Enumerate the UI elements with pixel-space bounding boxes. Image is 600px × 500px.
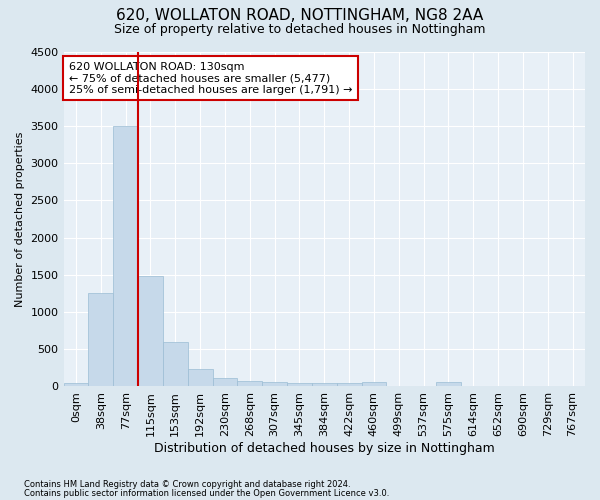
Bar xyxy=(262,382,287,386)
Text: Contains public sector information licensed under the Open Government Licence v3: Contains public sector information licen… xyxy=(24,488,389,498)
Text: 620 WOLLATON ROAD: 130sqm
← 75% of detached houses are smaller (5,477)
25% of se: 620 WOLLATON ROAD: 130sqm ← 75% of detac… xyxy=(69,62,352,94)
X-axis label: Distribution of detached houses by size in Nottingham: Distribution of detached houses by size … xyxy=(154,442,494,455)
Text: Size of property relative to detached houses in Nottingham: Size of property relative to detached ho… xyxy=(114,22,486,36)
Bar xyxy=(362,382,386,386)
Bar xyxy=(88,294,113,386)
Bar xyxy=(312,382,337,386)
Bar xyxy=(163,342,188,386)
Bar xyxy=(138,276,163,386)
Bar xyxy=(287,382,312,386)
Text: 620, WOLLATON ROAD, NOTTINGHAM, NG8 2AA: 620, WOLLATON ROAD, NOTTINGHAM, NG8 2AA xyxy=(116,8,484,22)
Bar xyxy=(64,382,88,386)
Bar xyxy=(113,126,138,386)
Text: Contains HM Land Registry data © Crown copyright and database right 2024.: Contains HM Land Registry data © Crown c… xyxy=(24,480,350,489)
Bar xyxy=(436,382,461,386)
Bar xyxy=(238,380,262,386)
Y-axis label: Number of detached properties: Number of detached properties xyxy=(15,132,25,306)
Bar xyxy=(212,378,238,386)
Bar xyxy=(337,382,362,386)
Bar xyxy=(188,368,212,386)
